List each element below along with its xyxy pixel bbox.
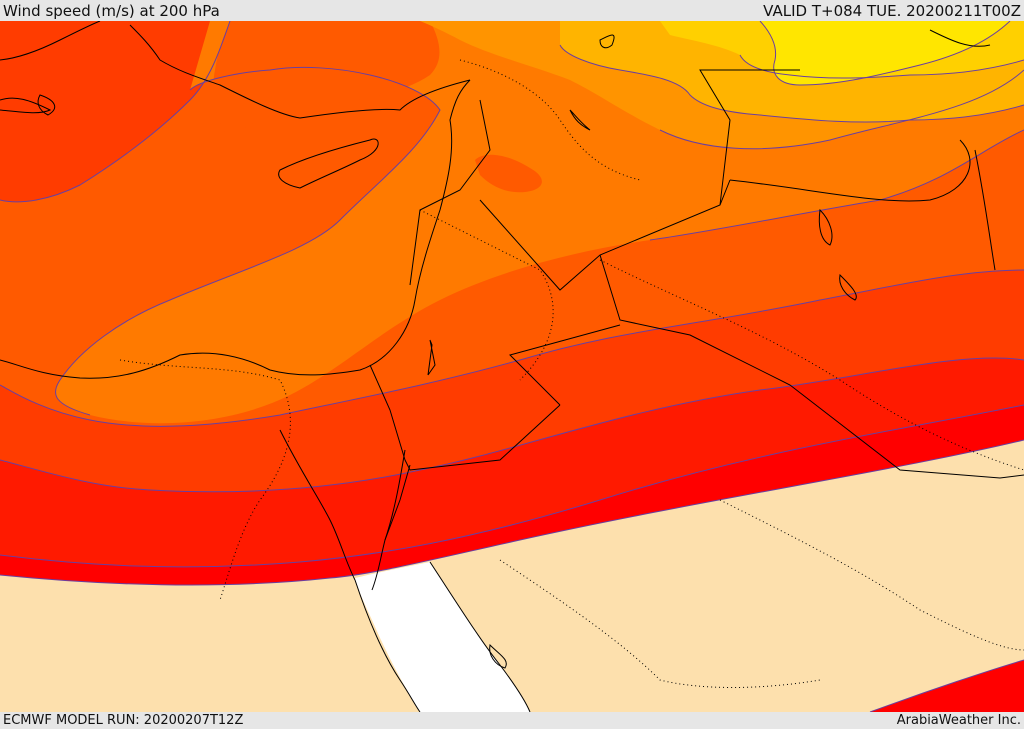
model-run-label: ECMWF MODEL RUN: 20200207T12Z: [3, 713, 244, 728]
international-borders: [369, 69, 1024, 541]
map-title: Wind speed (m/s) at 200 hPa: [3, 2, 220, 20]
lobe-syria: [475, 154, 542, 193]
wind-speed-map: [0, 21, 1024, 712]
footer-bar: ECMWF MODEL RUN: 20200207T12Z ArabiaWeat…: [0, 712, 1024, 729]
credit-label: ArabiaWeather Inc.: [896, 713, 1021, 728]
band-1-southeast: [870, 660, 1024, 712]
contour-lines: [0, 21, 1024, 712]
map-canvas: [0, 21, 1024, 712]
lobe-iraq: [608, 212, 659, 234]
coastlines: [0, 21, 996, 712]
valid-time: VALID T+084 TUE. 20200211T00Z: [763, 2, 1021, 20]
red-sea: [355, 562, 530, 712]
header-bar: Wind speed (m/s) at 200 hPa VALID T+084 …: [0, 0, 1024, 21]
admin-boundaries: [119, 59, 1024, 688]
band-4-inner: [213, 21, 440, 140]
band-9: [760, 21, 1010, 85]
